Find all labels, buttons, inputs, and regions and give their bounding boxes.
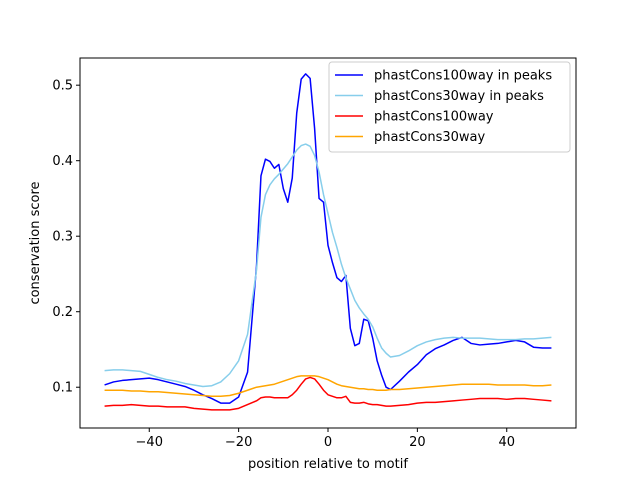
legend: phastCons100way in peaks phastCons30way i… xyxy=(328,61,571,153)
series-layer xyxy=(104,73,552,411)
y-tick-label: 0.5 xyxy=(52,79,73,94)
series-line-1 xyxy=(104,73,552,404)
y-tick-label: 0.3 xyxy=(52,230,73,245)
legend-label-2: phastCons30way in peaks xyxy=(374,89,544,104)
y-tick-label: 0.2 xyxy=(52,305,73,320)
x-tick-label: −20 xyxy=(225,435,252,450)
y-tick-label: 0.4 xyxy=(52,154,73,169)
x-tick-label: 40 xyxy=(498,435,515,450)
x-tick-label: −40 xyxy=(136,435,163,450)
y-tick-label: 0.1 xyxy=(52,381,73,396)
x-ticks: −40 −20 0 20 40 xyxy=(136,428,515,450)
series-line-2 xyxy=(104,143,552,388)
x-tick-label: 20 xyxy=(409,435,426,450)
legend-label-4: phastCons30way xyxy=(374,130,486,145)
series-line-4 xyxy=(104,375,552,398)
x-axis-label: position relative to motif xyxy=(248,457,408,472)
x-tick-label: 0 xyxy=(324,435,332,450)
series-line-3 xyxy=(104,376,552,411)
legend-frame xyxy=(328,61,571,153)
legend-label-1: phastCons100way in peaks xyxy=(374,69,552,84)
y-axis-label: conservation score xyxy=(28,181,43,304)
legend-items: phastCons100way in peaks phastCons30way i… xyxy=(335,69,552,145)
legend-label-3: phastCons100way xyxy=(374,110,494,125)
y-ticks: 0.1 0.2 0.3 0.4 0.5 xyxy=(52,79,80,396)
